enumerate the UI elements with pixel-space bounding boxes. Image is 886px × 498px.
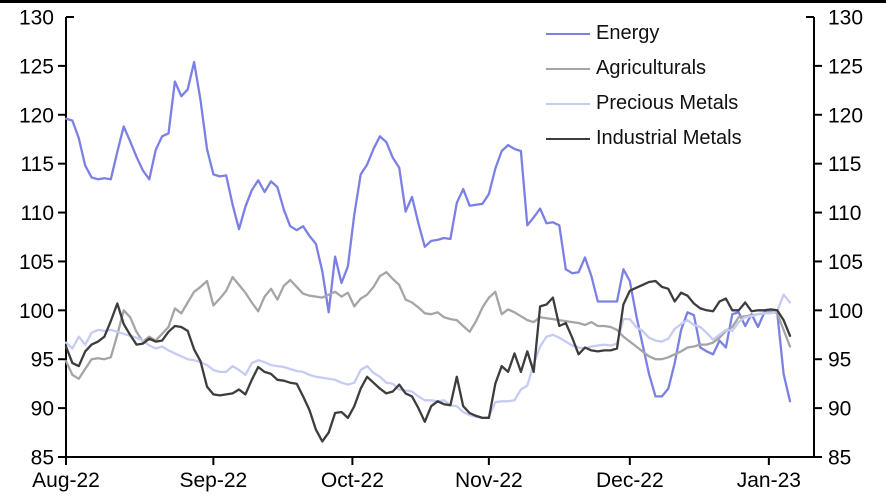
y-axis-label-right: 115 bbox=[828, 153, 861, 176]
y-axis-label-right: 105 bbox=[828, 251, 863, 274]
y-axis-label-right: 130 bbox=[828, 7, 863, 30]
series-line-energy bbox=[64, 60, 792, 403]
legend-label-industrial-metals: Industrial Metals bbox=[596, 127, 742, 149]
legend-label-precious-metals: Precious Metals bbox=[596, 92, 739, 114]
y-axis-label-left: 90 bbox=[31, 398, 54, 421]
y-axis-label-left: 120 bbox=[19, 104, 54, 127]
x-axis-label: Dec-22 bbox=[596, 469, 664, 492]
x-axis-label: Jan-23 bbox=[737, 469, 801, 492]
axes: 85 85 90 90 95 95 100 100 105 105 110 110 115 115 120 1… bbox=[19, 7, 863, 493]
series-lines bbox=[64, 60, 792, 443]
legend-swatch-agriculturals bbox=[546, 67, 590, 70]
legend-label-energy: Energy bbox=[596, 22, 660, 44]
y-axis-label-left: 110 bbox=[21, 202, 54, 225]
legend-label-agriculturals: Agriculturals bbox=[596, 57, 707, 79]
legend-swatch-energy bbox=[546, 32, 590, 35]
y-axis-label-right: 85 bbox=[828, 447, 851, 470]
legend-item-precious-metals: Precious Metals bbox=[546, 86, 742, 121]
legend-item-agriculturals: Agriculturals bbox=[546, 51, 742, 86]
y-axis-label-left: 105 bbox=[19, 251, 54, 274]
y-axis-label-right: 95 bbox=[828, 349, 851, 372]
y-axis-label-left: 95 bbox=[31, 349, 54, 372]
y-axis-label-right: 125 bbox=[828, 55, 863, 78]
x-axis-label: Sep-22 bbox=[180, 469, 248, 492]
y-axis-label-right: 90 bbox=[828, 398, 851, 421]
series-line-industrial-metals bbox=[64, 279, 792, 443]
y-axis-label-left: 85 bbox=[31, 447, 54, 470]
y-axis-label-right: 100 bbox=[828, 300, 863, 323]
y-axis-label-right: 120 bbox=[828, 104, 863, 127]
top-border-line bbox=[0, 0, 886, 3]
y-axis-label-right: 110 bbox=[828, 202, 861, 225]
y-axis-label-left: 125 bbox=[19, 55, 54, 78]
x-axis-label: Aug-22 bbox=[32, 469, 100, 492]
legend: Energy Agriculturals Precious Metals Indust… bbox=[546, 16, 742, 156]
legend-swatch-precious-metals bbox=[546, 102, 590, 105]
series-line-precious-metals bbox=[64, 293, 792, 420]
legend-swatch-industrial-metals bbox=[546, 137, 590, 140]
series-line-agriculturals bbox=[64, 271, 792, 380]
y-axis-label-left: 115 bbox=[21, 153, 54, 176]
x-axis-label: Nov-22 bbox=[455, 469, 523, 492]
x-axis-label: Oct-22 bbox=[321, 469, 384, 492]
legend-item-energy: Energy bbox=[546, 16, 742, 51]
y-axis-label-left: 130 bbox=[19, 7, 54, 30]
legend-item-industrial-metals: Industrial Metals bbox=[546, 121, 742, 156]
y-axis-label-left: 100 bbox=[19, 300, 54, 323]
